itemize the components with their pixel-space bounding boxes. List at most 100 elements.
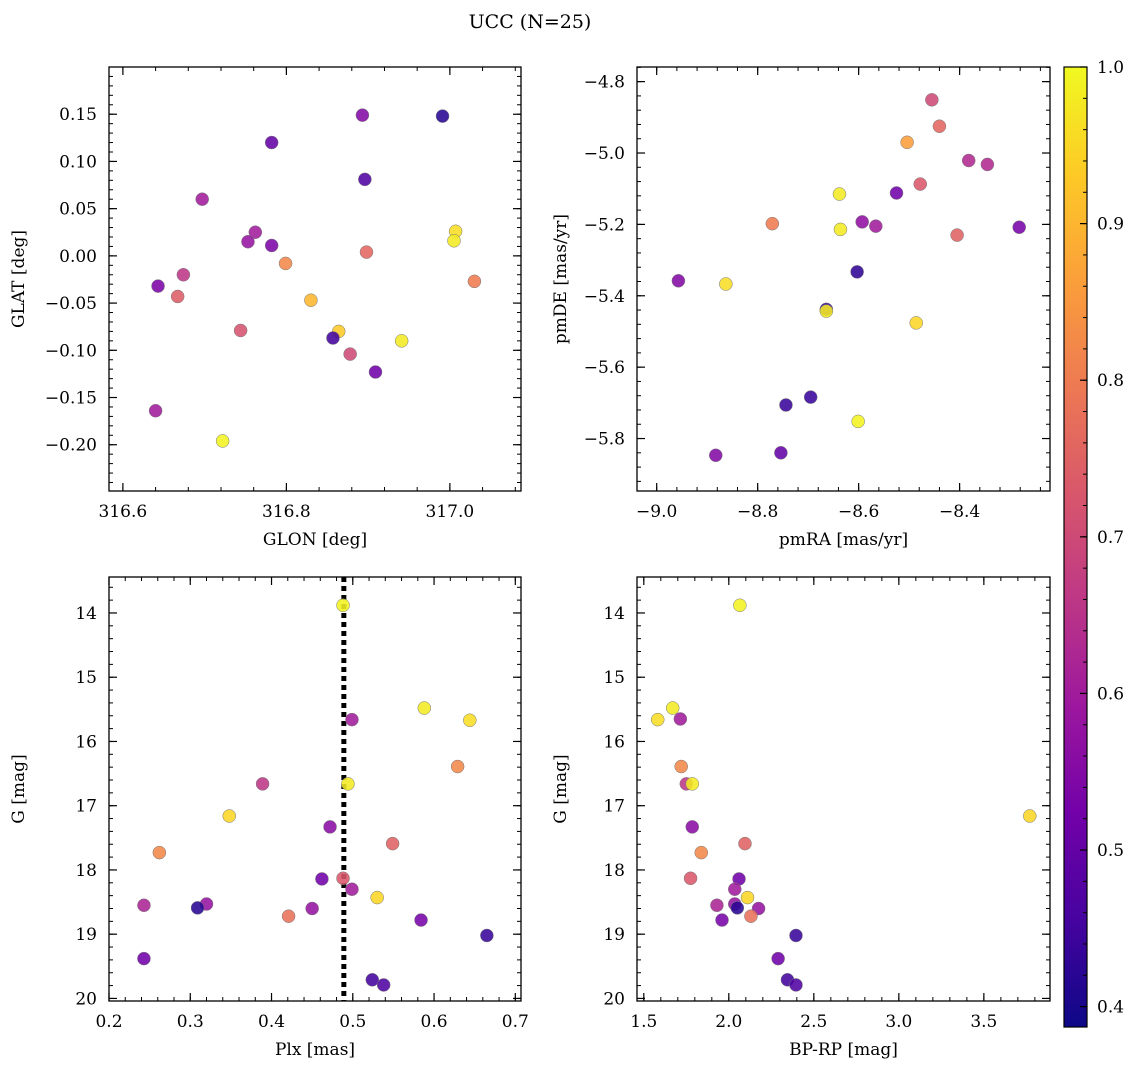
scatter-point [152, 845, 167, 860]
scatter-point [215, 434, 230, 448]
scatter-point [241, 234, 255, 249]
axes-background [637, 67, 1050, 491]
scatter-point [855, 215, 869, 229]
y-tick-label: 17 [603, 797, 625, 817]
scatter-point [394, 334, 409, 348]
axes-background [637, 577, 1050, 1001]
axes-frame [108, 576, 522, 1002]
y-tick-label: 0.15 [59, 105, 97, 125]
y-tick-label: 20 [75, 989, 97, 1009]
y-tick-label: −5.0 [584, 144, 625, 164]
scatter-point [450, 759, 465, 774]
colorbar-tick-label: 0.5 [1097, 841, 1124, 861]
y-tick-label: −0.20 [45, 436, 97, 456]
x-tick-label: 3.5 [970, 1012, 997, 1032]
scatter-point [345, 712, 359, 727]
scatter-point [278, 256, 293, 271]
scatter-point [832, 187, 847, 201]
scatter-point [447, 234, 461, 248]
scatter-point [650, 712, 665, 727]
panel-plx-g: 0.2 0.3 0.4 0.5 0.6 0.7 14 15 16 17 18 19 20 Plx [mas… [9, 576, 529, 1060]
scatter-point [414, 913, 428, 927]
y-axis-label: G [mag] [9, 754, 29, 823]
y-tick-label: 18 [75, 861, 97, 881]
colorbar-tick-label: 0.6 [1097, 684, 1124, 704]
colorbar-tick-label: 0.7 [1097, 528, 1124, 548]
panel-pmra-pmde: −9.0 −8.8 −8.6 −8.4 −5.8 −5.6 −5.4 −5.2 −5.0 −4.8… [551, 66, 1051, 550]
scatter-point [851, 414, 865, 429]
axes-frame [108, 66, 522, 492]
axes-background [109, 67, 521, 491]
y-tick-label: 0.05 [59, 200, 97, 220]
x-tick-label: 0.5 [339, 1012, 366, 1032]
scatter-point [467, 274, 482, 289]
y-tick-label: 20 [603, 989, 625, 1009]
y-tick-label: −0.05 [45, 294, 97, 314]
x-tick-label: 316.6 [99, 502, 148, 522]
scatter-point [417, 701, 432, 715]
scatter-point [744, 909, 758, 923]
scatter-point [833, 222, 848, 237]
y-tick-label: 14 [75, 604, 97, 624]
scatter-point [359, 245, 374, 259]
scatter-point [248, 225, 263, 240]
y-tick-label: 0.00 [59, 247, 97, 267]
scatter-point [925, 93, 939, 107]
scatter-point [719, 277, 733, 291]
scatter-point [765, 216, 780, 231]
scatter-point [900, 135, 914, 150]
y-tick-label: −5.2 [584, 215, 625, 235]
scatter-point [385, 836, 400, 851]
scatter-point [281, 909, 296, 923]
scatter-point [819, 304, 834, 318]
x-tick-label: 0.2 [95, 1012, 122, 1032]
figure-title: UCC (N=25) [469, 11, 592, 33]
y-tick-label: 15 [75, 668, 97, 688]
panel-bprp-g: 1.5 2.0 2.5 3.0 3.5 14 15 16 17 18 19 20 BP-RP [mag]… [551, 576, 1051, 1060]
scatter-point [323, 820, 337, 834]
scatter-point [685, 777, 700, 791]
x-tick-label: 317.0 [426, 502, 475, 522]
scatter-point [932, 119, 947, 133]
scatter-point [336, 871, 350, 886]
y-tick-label: −4.8 [584, 73, 625, 93]
scatter-point [345, 882, 359, 896]
y-tick-label: 16 [603, 732, 625, 752]
x-tick-label: −8.8 [737, 502, 778, 522]
x-axis-label: BP-RP [mag] [789, 1040, 898, 1060]
x-tick-label: 0.4 [258, 1012, 285, 1032]
y-tick-label: −0.10 [45, 341, 97, 361]
y-tick-label: 19 [75, 925, 97, 945]
scatter-point [326, 331, 340, 345]
scatter-point [137, 951, 151, 966]
scatter-point [889, 186, 904, 200]
colorbar-tick-label: 1.0 [1097, 58, 1124, 78]
scatter-point [694, 845, 709, 860]
x-tick-label: 1.5 [630, 1012, 657, 1032]
colorbar-tick-label: 0.4 [1097, 998, 1124, 1018]
y-tick-label: 17 [75, 797, 97, 817]
scatter-point [683, 871, 698, 886]
scatter-point [435, 109, 450, 123]
scatter-point [370, 890, 384, 905]
scatter-point [264, 135, 279, 150]
scatter-point [190, 901, 205, 915]
scatter-point [733, 598, 747, 613]
scatter-point [774, 446, 788, 460]
colorbar-gradient [1063, 66, 1088, 1028]
y-axis-label: GLAT [deg] [9, 230, 29, 328]
scatter-point [909, 316, 923, 330]
scatter-point [685, 820, 700, 834]
y-axis-label: G [mag] [551, 754, 571, 823]
y-tick-label: 16 [75, 732, 97, 752]
scatter-point [304, 293, 318, 307]
y-tick-label: −5.8 [584, 430, 625, 450]
colorbar-tick-label: 0.8 [1097, 371, 1124, 391]
scatter-point [869, 219, 883, 233]
scatter-point [336, 598, 350, 613]
scatter-point [137, 898, 151, 913]
scatter-point [233, 323, 248, 338]
scatter-point [341, 777, 355, 791]
scatter-point [365, 973, 380, 987]
